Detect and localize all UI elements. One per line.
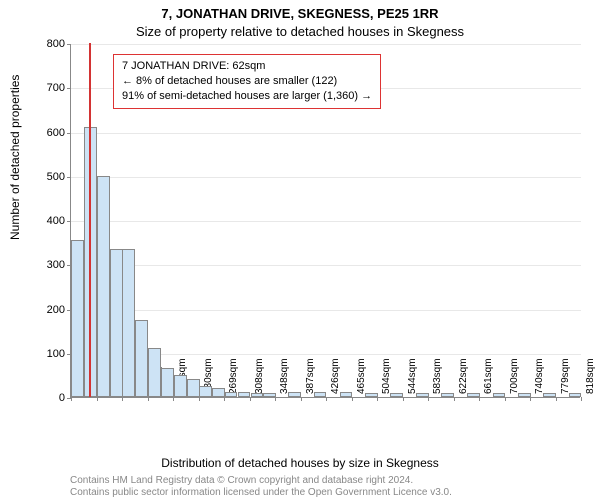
x-tick-mark xyxy=(71,397,72,401)
histogram-bar xyxy=(135,320,148,397)
histogram-bar xyxy=(569,393,582,397)
x-tick-mark xyxy=(275,397,276,401)
histogram-bar xyxy=(467,393,480,397)
histogram-bar xyxy=(161,368,174,397)
histogram-bar xyxy=(212,388,225,397)
y-tick-label: 500 xyxy=(31,171,65,183)
x-tick-label: 779sqm xyxy=(560,358,571,394)
x-tick-mark xyxy=(403,397,404,401)
histogram-bar xyxy=(390,393,403,397)
y-tick-label: 100 xyxy=(31,348,65,360)
x-tick-mark xyxy=(122,397,123,401)
y-tick-label: 200 xyxy=(31,304,65,316)
x-tick-mark xyxy=(148,397,149,401)
histogram-bar xyxy=(340,392,353,397)
x-tick-mark xyxy=(224,397,225,401)
x-tick-label: 387sqm xyxy=(305,358,316,394)
x-tick-label: 348sqm xyxy=(279,358,290,394)
histogram-bar xyxy=(263,393,276,397)
x-tick-mark xyxy=(428,397,429,401)
callout-line1: 7 JONATHAN DRIVE: 62sqm xyxy=(122,59,372,74)
histogram-bar xyxy=(314,392,327,397)
x-tick-label: 661sqm xyxy=(483,358,494,394)
chart-title-line2: Size of property relative to detached ho… xyxy=(0,24,600,39)
property-size-chart: 7, JONATHAN DRIVE, SKEGNESS, PE25 1RR Si… xyxy=(0,0,600,500)
y-tick-mark xyxy=(67,88,71,89)
y-tick-label: 800 xyxy=(31,38,65,50)
y-tick-label: 0 xyxy=(31,392,65,404)
histogram-bar xyxy=(225,392,238,397)
x-tick-mark xyxy=(250,397,251,401)
histogram-bar xyxy=(493,393,506,397)
gridline xyxy=(71,44,581,45)
x-tick-mark xyxy=(377,397,378,401)
histogram-bar xyxy=(441,393,454,397)
histogram-bar xyxy=(199,386,212,397)
x-tick-label: 544sqm xyxy=(407,358,418,394)
gridline xyxy=(71,177,581,178)
histogram-bar xyxy=(543,393,556,397)
histogram-bar xyxy=(110,249,123,397)
x-tick-mark xyxy=(326,397,327,401)
x-tick-mark xyxy=(454,397,455,401)
y-tick-label: 300 xyxy=(31,259,65,271)
histogram-bar xyxy=(416,393,429,397)
x-tick-label: 426sqm xyxy=(330,358,341,394)
footer-line1: Contains HM Land Registry data © Crown c… xyxy=(70,475,413,486)
plot-area: 010020030040050060070080034sqm73sqm112sq… xyxy=(70,44,580,398)
histogram-bar xyxy=(288,392,301,397)
y-tick-mark xyxy=(67,221,71,222)
x-tick-mark xyxy=(173,397,174,401)
y-tick-label: 700 xyxy=(31,82,65,94)
x-tick-label: 308sqm xyxy=(254,358,265,394)
x-axis-label: Distribution of detached houses by size … xyxy=(0,456,600,470)
y-axis-label: Number of detached properties xyxy=(8,75,22,240)
chart-title-line1: 7, JONATHAN DRIVE, SKEGNESS, PE25 1RR xyxy=(0,6,600,21)
x-tick-label: 700sqm xyxy=(509,358,520,394)
x-tick-mark xyxy=(556,397,557,401)
histogram-bar xyxy=(122,249,135,397)
x-tick-mark xyxy=(479,397,480,401)
x-tick-mark xyxy=(199,397,200,401)
histogram-bar xyxy=(365,393,378,397)
histogram-bar xyxy=(97,176,110,397)
histogram-bar xyxy=(238,392,251,397)
histogram-bar xyxy=(187,379,200,397)
x-tick-label: 583sqm xyxy=(432,358,443,394)
x-tick-mark xyxy=(97,397,98,401)
gridline xyxy=(71,133,581,134)
x-tick-label: 818sqm xyxy=(585,358,596,394)
y-tick-mark xyxy=(67,177,71,178)
y-tick-mark xyxy=(67,44,71,45)
histogram-bar xyxy=(71,240,84,397)
callout-line2: ← 8% of detached houses are smaller (122… xyxy=(122,74,372,89)
y-tick-label: 600 xyxy=(31,127,65,139)
x-tick-label: 269sqm xyxy=(228,358,239,394)
x-tick-label: 740sqm xyxy=(534,358,545,394)
x-tick-mark xyxy=(352,397,353,401)
x-tick-mark xyxy=(530,397,531,401)
x-tick-mark xyxy=(581,397,582,401)
x-tick-label: 465sqm xyxy=(356,358,367,394)
x-tick-label: 504sqm xyxy=(381,358,392,394)
y-tick-label: 400 xyxy=(31,215,65,227)
marker-callout: 7 JONATHAN DRIVE: 62sqm ← 8% of detached… xyxy=(113,54,381,109)
gridline xyxy=(71,221,581,222)
histogram-bar xyxy=(518,393,531,397)
gridline xyxy=(71,310,581,311)
y-tick-mark xyxy=(67,133,71,134)
property-marker-line xyxy=(89,43,91,397)
x-tick-mark xyxy=(505,397,506,401)
x-tick-mark xyxy=(301,397,302,401)
callout-line3: 91% of semi-detached houses are larger (… xyxy=(122,89,372,104)
histogram-bar xyxy=(174,375,187,397)
histogram-bar xyxy=(148,348,161,397)
histogram-bar xyxy=(251,393,264,397)
x-tick-label: 622sqm xyxy=(458,358,469,394)
footer-line2: Contains public sector information licen… xyxy=(70,487,452,498)
gridline xyxy=(71,265,581,266)
